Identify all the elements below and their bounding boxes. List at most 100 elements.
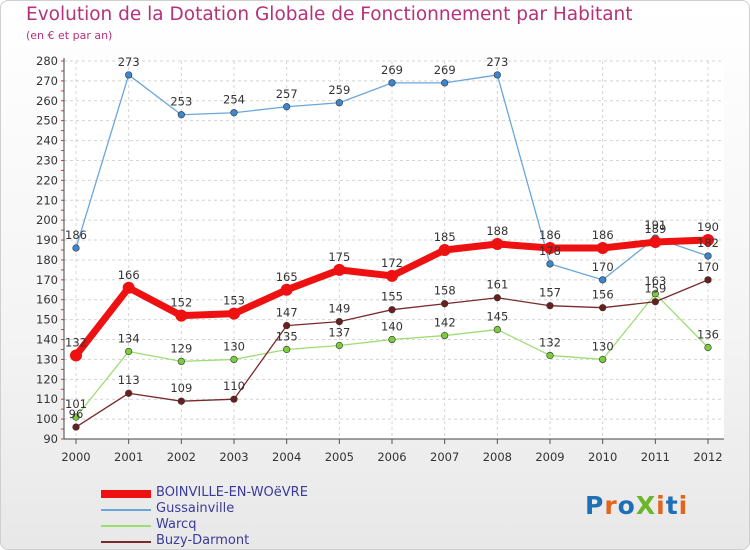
data-label: 134 <box>118 331 140 345</box>
y-tick-label: 220 <box>36 173 58 187</box>
data-point <box>599 355 607 364</box>
data-label: 129 <box>170 341 192 355</box>
x-tick-label: 2011 <box>641 450 670 464</box>
data-label: 254 <box>223 93 245 107</box>
data-label: 253 <box>170 95 192 109</box>
x-tick-label: 2012 <box>693 450 722 464</box>
data-label: 140 <box>381 320 403 334</box>
data-label: 170 <box>592 260 614 274</box>
data-label: 156 <box>592 288 614 302</box>
data-point <box>438 244 451 256</box>
y-tick-label: 160 <box>36 293 58 307</box>
y-tick-label: 110 <box>36 392 58 406</box>
x-tick-label: 2004 <box>272 450 301 464</box>
data-label: 178 <box>539 244 561 258</box>
data-label: 191 <box>644 218 666 232</box>
y-tick-label: 260 <box>36 94 58 108</box>
data-label: 172 <box>381 256 403 270</box>
data-label: 257 <box>276 87 298 101</box>
data-label: 155 <box>381 290 403 304</box>
data-label: 130 <box>592 339 614 353</box>
data-point <box>702 234 714 247</box>
data-label: 189 <box>644 222 666 236</box>
data-label: 158 <box>434 284 456 298</box>
data-label: 163 <box>644 274 666 288</box>
y-tick-label: 140 <box>36 333 58 347</box>
logo-letter: t <box>665 491 679 520</box>
data-label: 132 <box>65 335 87 349</box>
data-label: 149 <box>328 302 350 316</box>
data-point <box>177 397 185 405</box>
data-label: 186 <box>65 228 87 242</box>
logo-letter: P <box>585 491 605 520</box>
data-label: 188 <box>486 224 508 238</box>
y-tick-label: 130 <box>36 352 58 366</box>
data-point <box>125 347 133 356</box>
plot-area <box>64 61 724 439</box>
data-point <box>599 276 607 284</box>
logo-letter: i <box>678 491 689 520</box>
y-tick-label: 280 <box>36 54 58 68</box>
x-tick-label: 2005 <box>325 450 354 464</box>
data-label: 186 <box>539 228 561 242</box>
data-point <box>441 331 449 340</box>
data-point <box>283 103 291 111</box>
data-label: 159 <box>644 282 666 296</box>
x-tick-label: 2000 <box>61 450 90 464</box>
data-point <box>333 263 346 276</box>
data-label: 269 <box>434 63 456 77</box>
y-tick-label: 170 <box>36 273 58 287</box>
logo-letter: o <box>617 491 636 520</box>
data-label: 161 <box>486 278 508 292</box>
y-tick-label: 190 <box>36 233 58 247</box>
data-point <box>704 252 712 260</box>
data-label: 186 <box>592 228 614 242</box>
data-point <box>704 343 712 352</box>
logo-letter: i <box>656 491 666 520</box>
chart-title: Evolution de la Dotation Globale de Fonc… <box>26 4 633 25</box>
data-point <box>177 111 185 119</box>
x-tick-label: 2008 <box>483 450 512 464</box>
y-tick-label: 200 <box>36 213 58 227</box>
logo-letter: r <box>604 491 618 520</box>
data-point <box>388 79 396 87</box>
data-label: 269 <box>381 63 403 77</box>
data-point <box>283 345 291 354</box>
data-point <box>388 306 396 314</box>
data-label: 142 <box>434 316 456 330</box>
chart-subtitle: (en € et par an) <box>26 29 113 42</box>
data-point <box>546 260 554 268</box>
data-label: 136 <box>697 327 719 341</box>
data-label: 96 <box>69 407 84 421</box>
data-point <box>386 269 398 282</box>
data-point <box>72 423 80 431</box>
data-label: 259 <box>328 83 350 97</box>
data-label: 101 <box>65 397 87 411</box>
y-tick-label: 240 <box>36 134 58 148</box>
data-label: 185 <box>434 230 456 244</box>
legend-label: Buzy-Darmont <box>156 533 250 548</box>
data-point <box>280 283 293 296</box>
data-point <box>72 244 80 252</box>
data-label: 273 <box>118 55 140 69</box>
data-label: 170 <box>697 260 719 274</box>
data-point <box>441 300 449 308</box>
legend-label: Gussainville <box>156 501 235 516</box>
data-label: 110 <box>223 379 245 393</box>
data-point <box>493 325 501 334</box>
data-label: 109 <box>170 381 192 395</box>
data-point <box>546 302 554 310</box>
data-point <box>599 304 607 312</box>
data-point <box>283 322 291 330</box>
logo-letter: X <box>635 491 657 520</box>
data-label: 166 <box>118 268 140 282</box>
data-point <box>651 298 659 306</box>
data-point <box>493 294 501 302</box>
data-point <box>335 99 343 107</box>
data-point <box>493 71 501 79</box>
x-tick-label: 2007 <box>430 450 459 464</box>
x-tick-label: 2001 <box>114 450 143 464</box>
x-tick-label: 2002 <box>167 450 196 464</box>
